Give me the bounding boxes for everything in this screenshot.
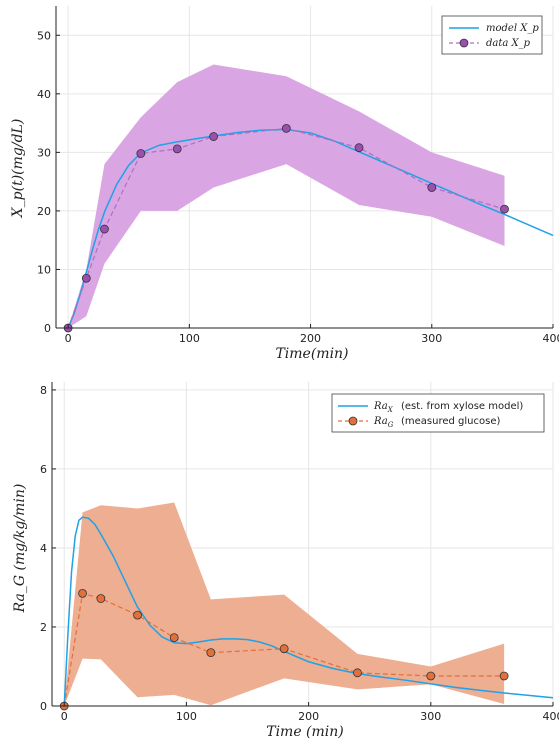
panel-xylose: 0 100 200 300 400 0 10 20 30 40 50 Time(min) X_p(t… (10, 6, 559, 362)
y-axis-label: Ra_G (mg/kg/min) (12, 484, 28, 614)
panel-glucose: 0 100 200 300 400 0 2 4 6 8 Time (min) Ra_G (mg/k… (12, 382, 559, 740)
data-point (279, 644, 289, 654)
x-tick-label: 100 (176, 710, 197, 723)
y-tick-label: 2 (40, 621, 47, 634)
y-tick-label: 8 (40, 384, 47, 397)
tick-labels: 0 100 200 300 400 0 2 4 6 8 (40, 384, 559, 723)
y-tick-label: 30 (37, 146, 51, 159)
legend-data-marker (459, 38, 469, 48)
data-point (96, 594, 106, 603)
x-tick-label: 0 (61, 710, 68, 723)
x-tick-label: 200 (300, 332, 321, 345)
data-point (209, 132, 218, 141)
y-tick-label: 50 (37, 29, 51, 42)
legend-data-label: (measured glucose) (401, 416, 500, 427)
data-point (500, 204, 509, 214)
x-tick-label: 400 (543, 332, 559, 345)
data-point (100, 224, 109, 234)
data-point (426, 671, 436, 681)
data-point (81, 273, 91, 283)
x-tick-label: 300 (421, 332, 442, 345)
y-tick-label: 4 (40, 542, 47, 555)
data-range-band (68, 64, 505, 328)
model-series-line (67, 128, 554, 329)
series-layer (63, 123, 554, 333)
y-tick-label: 0 (44, 322, 51, 335)
data-range-band (64, 502, 505, 706)
legend-model-label: model X_p (486, 23, 539, 34)
y-tick-label: 40 (37, 88, 51, 101)
x-tick-label: 400 (543, 710, 559, 723)
data-point (281, 123, 291, 133)
x-tick-label: 0 (65, 332, 72, 345)
data-point (78, 588, 87, 598)
legend-data-symbol: RaG (373, 416, 394, 429)
model-series-line (63, 516, 554, 707)
x-tick-label: 200 (298, 710, 319, 723)
legend-data-marker (348, 416, 358, 426)
data-point (136, 149, 146, 158)
legend-model-symbol: RaX (373, 401, 394, 414)
legend-box (331, 393, 545, 433)
legend: model X_p data X_p (441, 15, 543, 55)
data-point (354, 143, 364, 153)
series-layer (59, 516, 554, 711)
legend-box (441, 15, 543, 55)
legend: RaX (est. from xylose model) RaG (measur… (331, 393, 545, 433)
legend-model-label: (est. from xylose model) (401, 401, 523, 412)
x-axis-label: Time (min) (266, 724, 344, 740)
legend-data-label: data X_p (486, 38, 531, 49)
y-tick-label: 0 (40, 700, 47, 713)
data-point (353, 668, 362, 678)
y-tick-label: 20 (37, 205, 51, 218)
data-point (206, 648, 216, 658)
data-point (172, 144, 182, 154)
axes (51, 382, 554, 707)
y-tick-label: 10 (37, 263, 51, 276)
data-series-line (63, 592, 505, 707)
axes (55, 6, 554, 329)
x-tick-label: 300 (420, 710, 441, 723)
confidence-band (68, 64, 505, 328)
tick-labels: 0 100 200 300 400 0 10 20 30 40 50 (37, 29, 559, 345)
data-point (427, 183, 437, 192)
data-point (133, 610, 142, 620)
x-tick-label: 100 (179, 332, 200, 345)
y-axis-label: X_p(t)(mg/dL) (10, 119, 26, 219)
y-tick-label: 6 (40, 463, 47, 476)
x-axis-label: Time(min) (275, 346, 348, 362)
data-point (169, 633, 179, 643)
confidence-band (64, 502, 505, 706)
data-point (499, 671, 509, 681)
